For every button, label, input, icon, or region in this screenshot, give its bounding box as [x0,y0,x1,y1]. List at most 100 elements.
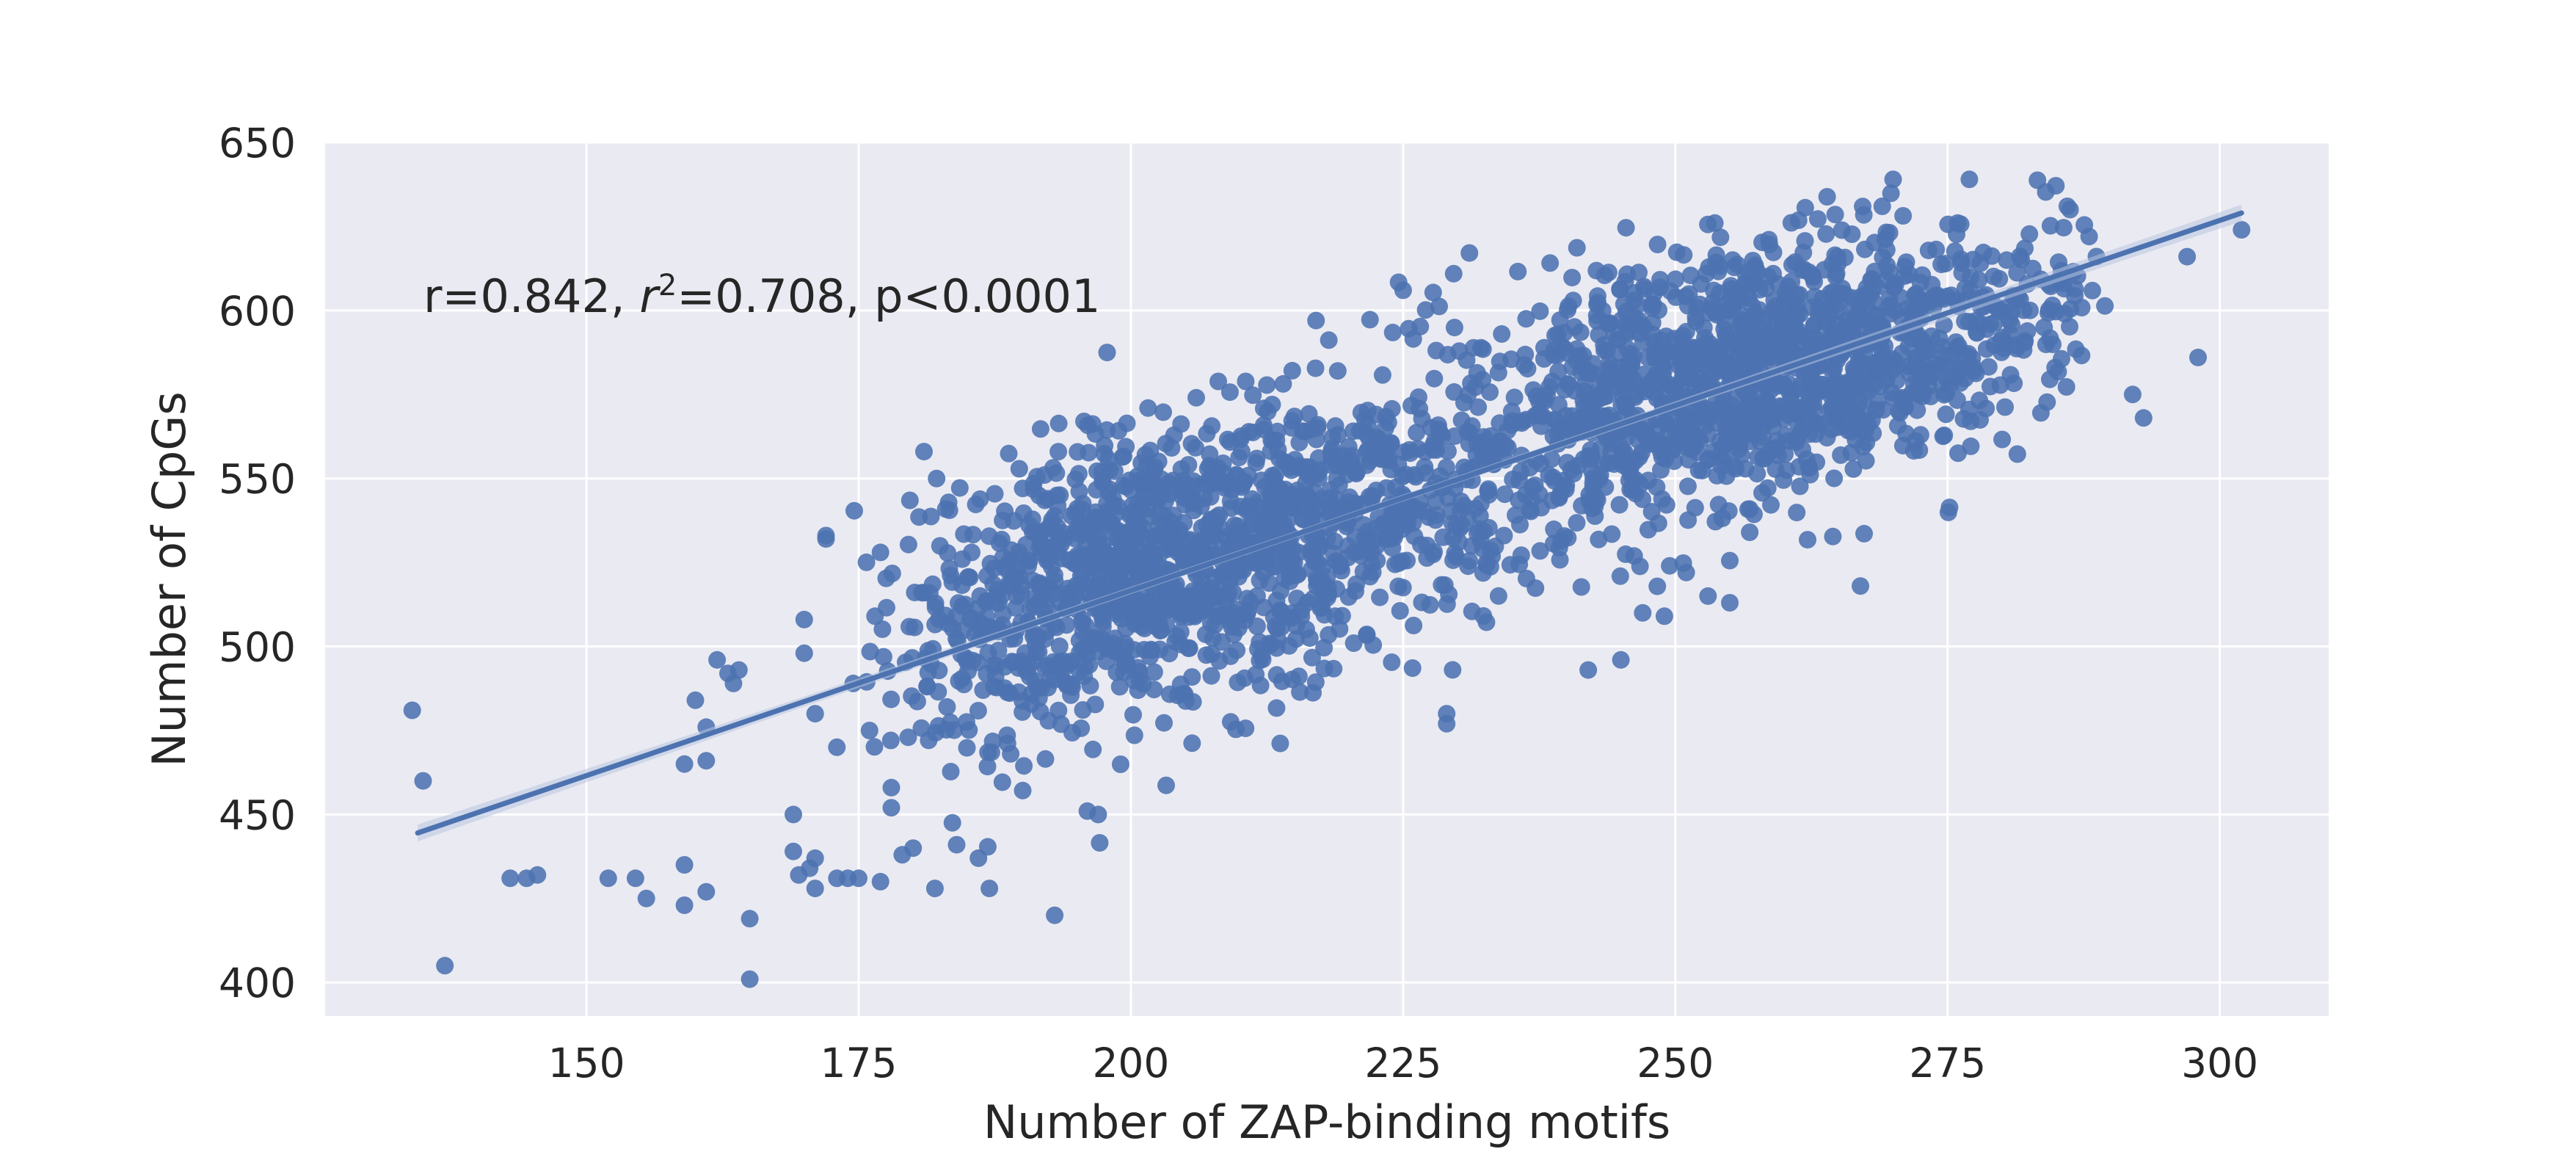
data-point [806,849,824,867]
data-point [1140,471,1159,489]
data-point [1283,361,1301,380]
data-point [1771,397,1789,416]
data-point [1626,388,1645,406]
data-point [1838,374,1856,392]
data-point [785,842,802,860]
data-point [1060,551,1078,569]
y-tick-label: 450 [219,791,296,838]
annotation-r2-symbol: r [639,269,661,323]
data-point [960,721,978,739]
data-point [1684,422,1701,441]
data-point [926,615,945,634]
data-point [1992,332,2010,350]
data-point [741,910,759,928]
data-point [1157,776,1175,794]
data-point [1179,639,1198,657]
data-point [1447,517,1466,534]
data-point [874,648,892,666]
data-point [931,537,949,555]
data-point [1460,424,1479,442]
data-point [1903,301,1921,319]
data-point [1014,692,1032,710]
data-point [1936,255,1954,273]
data-point [2123,385,2142,404]
data-point [1882,383,1901,402]
data-point [1313,571,1331,590]
data-point [1307,430,1325,449]
data-point [1138,533,1157,551]
data-point [1695,319,1713,337]
data-point [1695,349,1714,367]
data-point [1648,236,1667,253]
data-point [1405,465,1424,484]
data-point [1105,642,1124,661]
data-point [919,664,937,681]
data-point [1306,673,1325,692]
data-point [1163,439,1181,457]
data-point [1579,661,1598,679]
data-point [1523,478,1541,496]
regression-layer [415,204,2244,841]
data-point [1947,333,1965,351]
data-point [1139,399,1157,417]
data-point [1408,424,1426,442]
data-point [956,648,975,667]
data-point [1675,246,1693,264]
data-point [1267,431,1286,449]
data-point [1320,331,1338,349]
data-point [1797,450,1816,468]
data-point [861,642,879,661]
data-point [1117,438,1135,456]
data-point [1739,424,1757,442]
x-axis-label: Number of ZAP-binding motifs [983,1095,1670,1149]
data-point [1499,421,1517,440]
data-point [1258,376,1276,394]
data-point [1153,559,1171,577]
data-point [1306,359,1325,377]
data-point [1699,371,1717,389]
data-point [2008,445,2026,463]
data-point [1019,557,1038,575]
data-point [1141,441,1160,460]
data-point [1320,585,1337,603]
annotation-rest: =0.708, p<0.0001 [677,269,1100,323]
data-point [1891,404,1909,422]
data-point [1031,420,1049,438]
data-point [850,869,867,888]
data-point [1993,430,2012,449]
data-point [686,691,705,709]
data-point [1803,378,1822,396]
data-point [1046,906,1064,924]
data-point [1563,358,1582,376]
data-point [1721,594,1739,612]
data-point [2008,264,2026,282]
data-point [1331,557,1350,576]
data-point [2020,225,2039,243]
data-point [1230,449,1248,467]
data-point [982,743,1000,761]
data-point [1749,448,1767,466]
data-point [1074,623,1092,641]
data-point [1020,516,1038,534]
data-point [1260,507,1278,526]
data-point [1572,578,1590,596]
data-point [1717,467,1736,485]
data-point [929,683,947,701]
data-point [1481,383,1499,402]
data-point [1452,492,1470,510]
data-point [1790,399,1808,417]
data-point [1071,515,1090,533]
data-point [1459,557,1477,576]
data-point [1720,333,1739,351]
data-point [1110,678,1129,696]
data-point [1560,297,1578,315]
data-point [2134,409,2153,427]
data-point [1617,316,1635,334]
data-point [1868,278,1886,297]
data-point [1495,526,1513,545]
data-point [2058,197,2076,215]
scatter-points [403,170,2251,988]
data-point [2035,318,2053,336]
data-point [1364,636,1383,654]
data-point [1228,466,1246,485]
